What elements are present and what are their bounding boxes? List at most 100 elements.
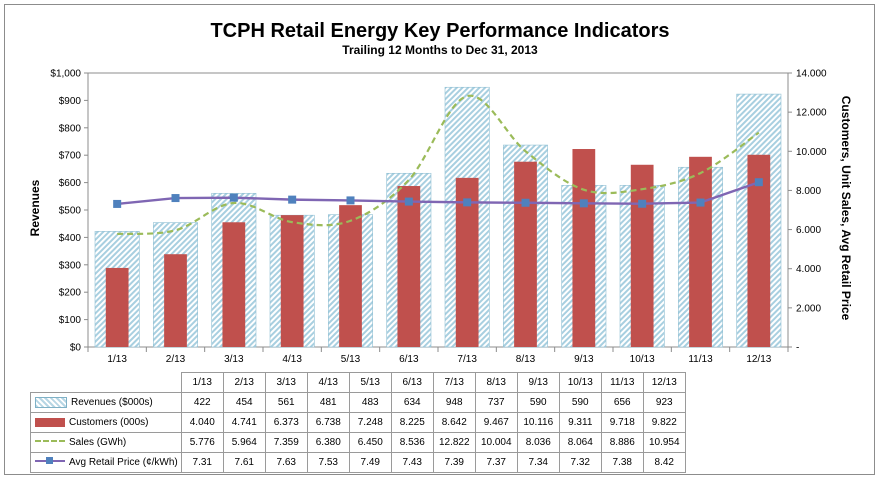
- y-tick-label: $500: [59, 206, 82, 217]
- price-marker: [521, 198, 530, 207]
- table-cell: 7.31: [180, 452, 224, 473]
- price-line: [117, 181, 760, 206]
- data-table: 1/13 2/13 3/13 4/13 5/13 6/13 7/13 8/13 9/13 10/1…: [30, 372, 686, 473]
- x-tick-label: 10/13: [630, 354, 655, 365]
- y2-tick-label: 8.000: [796, 186, 821, 197]
- legend-entry: Avg Retail Price (¢/kWh): [30, 452, 182, 473]
- customers-bar: [572, 149, 596, 347]
- price-legend-key: [35, 456, 65, 464]
- table-cell: 656: [600, 392, 644, 413]
- x-tick-label: 11/13: [688, 354, 713, 365]
- table-column-header: 2/13: [222, 372, 266, 393]
- table-cell: 948: [432, 392, 476, 413]
- table-cell: 737: [474, 392, 518, 413]
- table-cell: 422: [180, 392, 224, 413]
- table-cell: 8.036: [516, 432, 560, 453]
- table-cell: 483: [348, 392, 392, 413]
- table-column-header: 8/13: [474, 372, 518, 393]
- revenues-legend-key: [35, 396, 67, 408]
- sales-line: [117, 94, 760, 236]
- table-column-header: 10/13: [558, 372, 602, 393]
- table-cell: 6.738: [306, 412, 350, 433]
- customers-legend-key: [35, 417, 65, 427]
- table-cell: 7.248: [348, 412, 392, 433]
- price-marker: [229, 193, 238, 202]
- table-cell: 4.040: [180, 412, 224, 433]
- customers-bar: [455, 177, 479, 347]
- table-cell: 12.822: [432, 432, 476, 453]
- y2-tick-label: 14.000: [796, 69, 827, 80]
- chart-title: TCPH Retail Energy Key Performance Indic…: [210, 20, 669, 42]
- table-cell: 590: [516, 392, 560, 413]
- y-tick-label: $400: [59, 233, 82, 244]
- table-column-header: 11/13: [600, 372, 644, 393]
- table-column-header: 3/13: [264, 372, 308, 393]
- x-tick-label: 9/13: [574, 354, 594, 365]
- table-cell: 5.964: [222, 432, 266, 453]
- y2-tick-label: 4.000: [796, 264, 821, 275]
- table-cell: 590: [558, 392, 602, 413]
- customers-bar: [689, 156, 712, 347]
- y-tick-label: $100: [59, 315, 82, 326]
- table-cell: 10.954: [642, 432, 686, 453]
- table-cell: 7.43: [390, 452, 434, 473]
- table-column-header: 7/13: [432, 372, 476, 393]
- y2-tick-label: 2.000: [796, 303, 821, 314]
- table-cell: 7.39: [432, 452, 476, 473]
- chart-canvas: TCPH Retail Energy Key Performance Indic…: [28, 20, 853, 365]
- customers-bar: [397, 186, 421, 347]
- y2-axis-title: Customers, Unit Sales, Avg Retail Price: [839, 96, 853, 321]
- table-cell: 9.311: [558, 412, 602, 433]
- table-cell: 9.822: [642, 412, 686, 433]
- table-row: Revenues ($000s) 422 454 561 481 483 634 948 737…: [30, 392, 686, 413]
- legend-entry: Sales (GWh): [30, 432, 182, 453]
- table-cell: 8.886: [600, 432, 644, 453]
- y2-tick-label: -: [796, 343, 799, 354]
- x-tick-label: 2/13: [166, 354, 186, 365]
- customers-bar: [339, 205, 362, 347]
- table-cell: 7.38: [600, 452, 644, 473]
- table-cell: 10.116: [516, 412, 560, 433]
- y-tick-label: $900: [59, 96, 82, 107]
- table-cell: 923: [642, 392, 686, 413]
- table-cell: 7.49: [348, 452, 392, 473]
- y-tick-label: $800: [59, 123, 82, 134]
- table-column-header: 1/13: [180, 372, 224, 393]
- sales-legend-key: [35, 439, 65, 442]
- price-marker: [754, 178, 763, 187]
- y-axis-title: Revenues: [28, 179, 42, 236]
- y-tick-label: $200: [59, 288, 82, 299]
- legend-label: Avg Retail Price (¢/kWh): [69, 457, 178, 468]
- price-marker: [171, 194, 180, 203]
- table-cell: 8.642: [432, 412, 476, 433]
- x-tick-label: 4/13: [282, 354, 302, 365]
- legend-label: Customers (000s): [69, 417, 149, 428]
- customers-bar: [164, 254, 187, 347]
- y2-tick-label: 12.000: [796, 108, 827, 119]
- customers-bar: [630, 164, 654, 347]
- customers-bar: [747, 154, 771, 347]
- table-cell: 454: [222, 392, 266, 413]
- legend-label: Revenues ($000s): [71, 397, 153, 409]
- x-tick-label: 5/13: [341, 354, 361, 365]
- table-row: Avg Retail Price (¢/kWh) 7.31 7.61 7.63 7.53…: [30, 452, 686, 473]
- table-header-row: 1/13 2/13 3/13 4/13 5/13 6/13 7/13 8/13 9/13 10/1…: [30, 372, 686, 393]
- table-cell: 481: [306, 392, 350, 413]
- customers-bar: [222, 222, 246, 347]
- table-column-header: 5/13: [348, 372, 392, 393]
- price-marker: [404, 197, 413, 206]
- table-cell: 7.61: [222, 452, 266, 473]
- table-cell: 7.53: [306, 452, 350, 473]
- table-cell: 634: [390, 392, 434, 413]
- legend-entry: Revenues ($000s): [30, 392, 182, 413]
- table-column-header: 6/13: [390, 372, 434, 393]
- customers-bar: [514, 161, 537, 347]
- table-cell: 7.34: [516, 452, 560, 473]
- price-marker: [696, 198, 705, 207]
- table-column-header: 9/13: [516, 372, 560, 393]
- price-marker: [288, 195, 297, 204]
- y-tick-label: $600: [59, 178, 82, 189]
- price-marker: [638, 199, 647, 208]
- table-corner: [30, 372, 182, 393]
- table-cell: 561: [264, 392, 308, 413]
